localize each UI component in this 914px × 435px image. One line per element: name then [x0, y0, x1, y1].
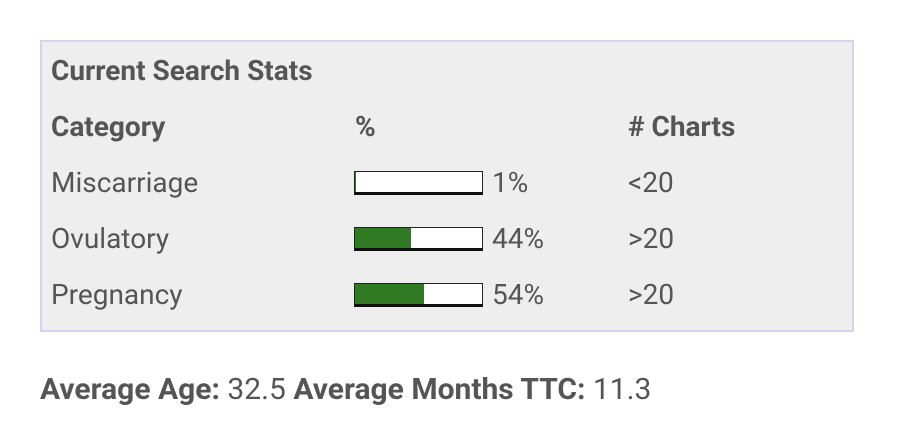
charts: >20	[628, 222, 675, 255]
panel-title: Current Search Stats	[51, 54, 313, 87]
percent-label: 54%	[492, 278, 544, 311]
column-header: # Charts	[628, 110, 736, 143]
charts: >20	[628, 278, 675, 311]
category: Miscarriage	[51, 166, 199, 199]
months-label: Average Months TTC:	[293, 372, 586, 407]
age-value: 32.5	[227, 372, 286, 407]
percent-label: 1%	[492, 166, 529, 199]
percent-bar	[354, 283, 483, 307]
column-header: Category	[51, 110, 166, 143]
percent-fill	[355, 228, 411, 248]
footer: Average Age: 32.5 Average Months TTC: 11…	[40, 372, 651, 407]
category: Pregnancy	[51, 278, 183, 311]
percent-bar	[354, 227, 483, 251]
category: Ovulatory	[51, 222, 170, 255]
column-header: %	[355, 110, 376, 143]
percent-bar	[354, 171, 483, 195]
months-value: 11.3	[592, 372, 652, 407]
percent-fill	[355, 284, 424, 304]
percent-fill	[355, 172, 357, 192]
age-label: Average Age:	[40, 372, 220, 407]
charts: <20	[628, 166, 674, 199]
percent-label: 44%	[492, 222, 544, 255]
